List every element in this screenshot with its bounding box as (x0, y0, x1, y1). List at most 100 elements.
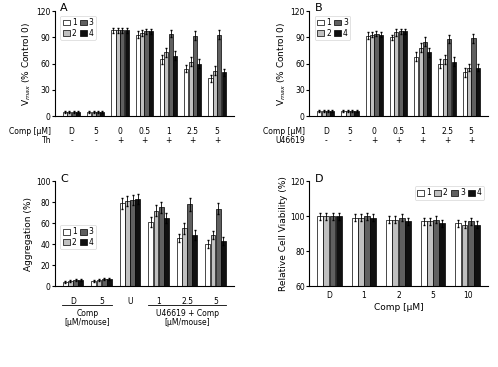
Bar (438, 63, 443, 116)
Bar (112, 30, 116, 116)
Bar (330, 216, 336, 367)
Bar (462, 225, 468, 367)
Bar (63, 282, 68, 286)
Text: A: A (60, 3, 68, 13)
Bar (394, 32, 398, 116)
Text: 0.5: 0.5 (138, 127, 150, 135)
Bar (148, 222, 153, 286)
X-axis label: Comp [μM]: Comp [μM] (374, 303, 423, 312)
Bar (371, 218, 376, 367)
Bar (193, 36, 197, 116)
Text: +: + (141, 136, 147, 145)
Bar (474, 225, 480, 367)
Bar (182, 229, 187, 286)
Text: -: - (95, 136, 97, 145)
Bar (418, 48, 423, 116)
Bar (403, 31, 407, 116)
Text: 5: 5 (469, 127, 474, 135)
Text: [μM/mouse]: [μM/mouse] (164, 318, 210, 327)
Bar (92, 112, 96, 116)
Text: -: - (324, 136, 327, 145)
Bar (221, 241, 226, 286)
Bar (427, 52, 431, 116)
Bar (364, 216, 370, 367)
Text: U: U (127, 297, 133, 306)
Text: 5: 5 (215, 127, 220, 135)
Bar (76, 112, 80, 116)
Y-axis label: Aggregation (%): Aggregation (%) (24, 197, 33, 271)
Text: -: - (349, 136, 352, 145)
Bar (140, 33, 144, 116)
Bar (326, 111, 330, 116)
Text: U46619: U46619 (276, 136, 305, 145)
Bar (414, 57, 418, 116)
Text: +: + (420, 136, 426, 145)
Text: D: D (314, 174, 323, 184)
Text: D: D (69, 127, 75, 135)
Text: D: D (323, 127, 329, 135)
Text: D: D (70, 297, 76, 306)
Bar (358, 218, 364, 367)
Bar (135, 199, 140, 286)
Bar (184, 69, 188, 116)
Text: -: - (70, 136, 73, 145)
Bar (192, 235, 197, 286)
Text: 2.5: 2.5 (181, 297, 193, 306)
Bar (421, 221, 427, 367)
Bar (130, 200, 135, 286)
Text: +: + (444, 136, 450, 145)
Text: 1: 1 (166, 127, 171, 135)
Legend: 1, 2, 3, 4: 1, 2, 3, 4 (315, 16, 350, 40)
Text: +: + (395, 136, 402, 145)
Bar (390, 37, 394, 116)
Bar (355, 111, 359, 116)
Bar (78, 280, 83, 286)
Text: 2.5: 2.5 (441, 127, 453, 135)
Bar (169, 34, 173, 116)
Text: C: C (60, 174, 68, 184)
Bar (173, 56, 177, 116)
Bar (399, 218, 404, 367)
Bar (92, 281, 96, 286)
Text: +: + (165, 136, 172, 145)
Bar (187, 204, 192, 286)
Bar (342, 111, 346, 116)
Text: 5: 5 (348, 127, 353, 135)
Bar (350, 111, 354, 116)
Bar (467, 68, 471, 116)
Bar (120, 203, 125, 286)
Text: 5: 5 (213, 297, 218, 306)
Bar (443, 59, 447, 116)
Text: 5: 5 (99, 297, 104, 306)
Text: +: + (190, 136, 196, 145)
Bar (463, 72, 467, 116)
Bar (374, 34, 378, 116)
Bar (386, 220, 392, 367)
Bar (472, 38, 476, 116)
Bar (135, 34, 140, 116)
Bar (72, 112, 76, 116)
Text: Comp [μM]: Comp [μM] (9, 127, 51, 135)
Text: 0: 0 (118, 127, 123, 135)
Bar (427, 221, 433, 367)
Bar (366, 36, 370, 116)
Text: Comp: Comp (76, 309, 98, 319)
Text: 1: 1 (156, 297, 161, 306)
Bar (447, 39, 451, 116)
Bar (116, 30, 120, 116)
Text: +: + (117, 136, 123, 145)
Bar (144, 31, 148, 116)
Bar (125, 201, 130, 286)
Bar (352, 218, 358, 367)
Bar (330, 111, 334, 116)
Bar (405, 221, 411, 367)
Bar (197, 63, 201, 116)
Bar (177, 238, 182, 286)
Bar (149, 31, 153, 116)
Bar (67, 112, 71, 116)
Bar (423, 41, 427, 116)
Bar (217, 34, 221, 116)
Bar (107, 279, 112, 286)
Legend: 1, 2, 3, 4: 1, 2, 3, 4 (60, 16, 96, 40)
Legend: 1, 2, 3, 4: 1, 2, 3, 4 (414, 186, 484, 200)
